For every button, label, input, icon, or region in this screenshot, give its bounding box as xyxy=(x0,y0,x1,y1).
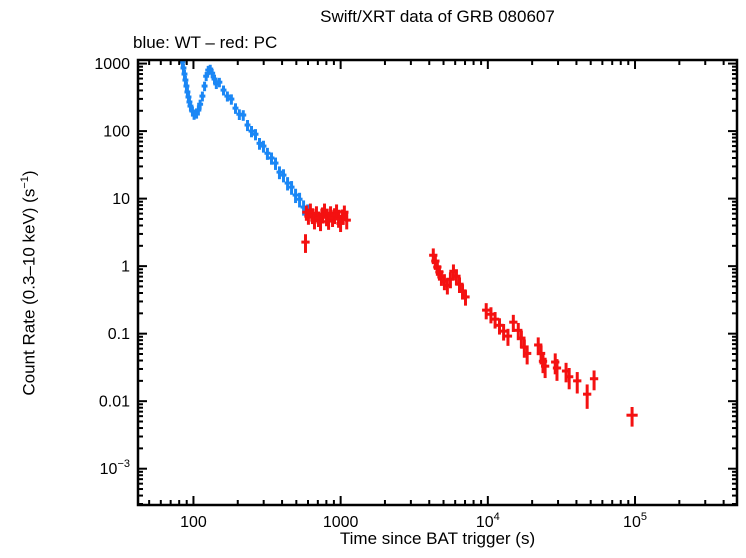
y-tick-label: 1 xyxy=(121,259,130,276)
x-tick-label: 105 xyxy=(623,511,647,531)
y-tick-label: 1000 xyxy=(94,56,130,73)
y-tick-label: 0.1 xyxy=(108,326,130,343)
chart-title: Swift/XRT data of GRB 080607 xyxy=(320,7,555,26)
y-axis-label-text: Count Rate (0.3–10 keV) (s xyxy=(19,188,39,396)
y-tick-label: 100 xyxy=(103,124,130,141)
y-axis-label-close: ) xyxy=(19,170,39,177)
x-tick-label: 100 xyxy=(180,514,207,531)
x-tick-label: 1000 xyxy=(323,514,359,531)
data-layer xyxy=(179,60,638,427)
y-tick-label: 0.01 xyxy=(99,394,130,411)
y-tick-label: 10−3 xyxy=(100,458,130,478)
chart-legend-subtitle: blue: WT – red: PC xyxy=(133,33,278,52)
y-axis-label-sup: −1 xyxy=(19,176,31,189)
y-tick-label: 10 xyxy=(112,191,130,208)
x-axis-label: Time since BAT trigger (s) xyxy=(339,529,536,548)
axes-frame xyxy=(136,58,739,507)
y-axis-label: Count Rate (0.3–10 keV) (s−1) xyxy=(19,143,41,423)
x-tick-label: 104 xyxy=(476,511,500,531)
